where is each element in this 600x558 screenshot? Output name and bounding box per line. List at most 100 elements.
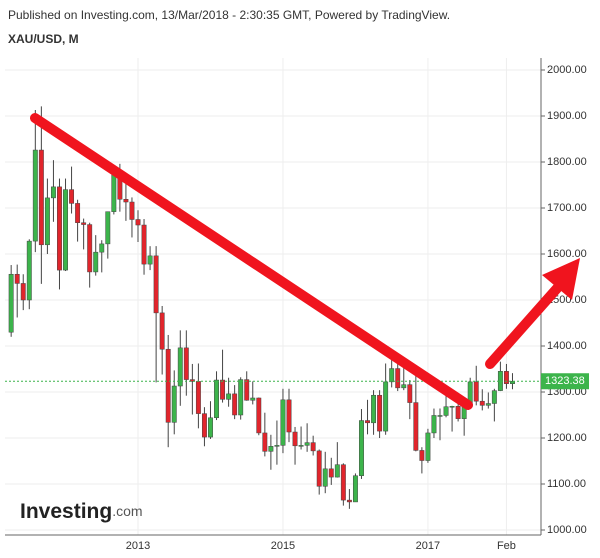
candle-body xyxy=(431,415,437,434)
y-tick-label: 1600.00 xyxy=(547,248,587,260)
y-tick-label: 1900.00 xyxy=(547,110,587,122)
candle-body xyxy=(32,149,38,242)
candle-body xyxy=(232,393,238,416)
candle-body xyxy=(298,445,304,447)
symbol-title: XAU/USD, M xyxy=(8,32,79,46)
candle-body xyxy=(413,402,419,451)
arrow-shaft xyxy=(485,280,565,369)
x-tick-label: Feb xyxy=(497,540,516,552)
candle-body xyxy=(238,379,244,416)
candle-body xyxy=(38,149,44,246)
candle-body xyxy=(135,219,141,226)
candle-body xyxy=(50,186,56,199)
last-price-label: 1323.38 xyxy=(545,375,585,387)
candle-body xyxy=(443,406,449,416)
candle-body xyxy=(328,468,334,478)
logo-suffix: .com xyxy=(112,503,142,519)
candle-body xyxy=(377,394,383,432)
y-tick-label: 1700.00 xyxy=(547,202,587,214)
candle-body xyxy=(449,406,455,408)
candle-body xyxy=(99,243,105,253)
candle-body xyxy=(57,186,62,271)
candle-body xyxy=(14,273,20,284)
candle-body xyxy=(419,450,425,461)
candle-body xyxy=(63,189,68,271)
candle-body xyxy=(8,273,14,333)
candle-body xyxy=(304,442,310,446)
candle-body xyxy=(147,255,153,265)
candle-body xyxy=(473,381,479,402)
y-tick-label: 1800.00 xyxy=(547,156,587,168)
y-tick-label: 2000.00 xyxy=(547,64,587,76)
candle-body xyxy=(280,399,286,446)
candle-body xyxy=(510,380,515,384)
candle-body xyxy=(334,464,340,478)
candle-body xyxy=(159,312,165,350)
candle-body xyxy=(371,394,377,424)
candle-body xyxy=(141,224,147,265)
y-tick-label: 1500.00 xyxy=(547,294,587,306)
x-tick-label: 2013 xyxy=(126,540,150,552)
trend-line xyxy=(30,113,473,410)
trend-annotations xyxy=(30,113,580,410)
candle-body xyxy=(292,431,298,447)
logo-main: Investing xyxy=(20,500,112,523)
y-tick-label: 1000.00 xyxy=(547,524,587,536)
y-tick-label: 1400.00 xyxy=(547,340,587,352)
candle-body xyxy=(214,379,219,419)
candle-body xyxy=(340,464,346,501)
candle-body xyxy=(491,390,497,404)
candle-body xyxy=(44,197,50,246)
candle-body xyxy=(183,347,189,380)
candle-body xyxy=(165,348,171,423)
candle-body xyxy=(153,255,159,314)
candle-body xyxy=(26,240,32,301)
candle-body xyxy=(274,445,280,447)
y-tick-label: 1200.00 xyxy=(547,432,587,444)
candle-body xyxy=(244,379,250,401)
candle-body xyxy=(346,499,352,503)
arrow-head xyxy=(542,258,580,300)
candle-body xyxy=(286,399,292,433)
candle-body xyxy=(105,211,111,245)
candle-body xyxy=(395,368,401,389)
candle-body xyxy=(220,379,226,400)
candle-body xyxy=(87,224,93,273)
candle-body xyxy=(75,203,81,223)
logo: Investing.com xyxy=(20,500,143,523)
candle-body xyxy=(262,432,268,452)
candles xyxy=(8,106,515,509)
candle-body xyxy=(226,393,232,400)
candle-body xyxy=(177,347,183,387)
x-tick-label: 2015 xyxy=(271,540,295,552)
candle-body xyxy=(455,406,461,419)
candle-body xyxy=(189,379,195,382)
candle-body xyxy=(69,189,75,204)
candle-body xyxy=(81,222,87,225)
candle-body xyxy=(201,413,207,438)
candle-body xyxy=(401,384,407,389)
candle-body xyxy=(129,201,135,220)
candle-body xyxy=(250,397,256,401)
x-tick-label: 2017 xyxy=(416,540,440,552)
candle-body xyxy=(93,251,99,273)
candle-body xyxy=(352,475,358,503)
candle-body xyxy=(123,199,129,203)
candle-body xyxy=(208,417,213,438)
candle-body xyxy=(383,381,389,432)
candle-body xyxy=(316,450,322,487)
candle-body xyxy=(195,381,201,414)
y-tick-label: 1100.00 xyxy=(547,478,586,490)
candle-body xyxy=(485,403,491,406)
candle-body xyxy=(322,468,328,487)
candle-body xyxy=(20,283,26,301)
candle-body xyxy=(111,174,117,212)
published-note: Published on Investing.com, 13/Mar/2018 … xyxy=(8,8,450,22)
candle-body xyxy=(256,397,262,434)
last-price-box xyxy=(541,373,589,390)
candle-body xyxy=(365,420,370,424)
candle-body xyxy=(359,420,364,476)
